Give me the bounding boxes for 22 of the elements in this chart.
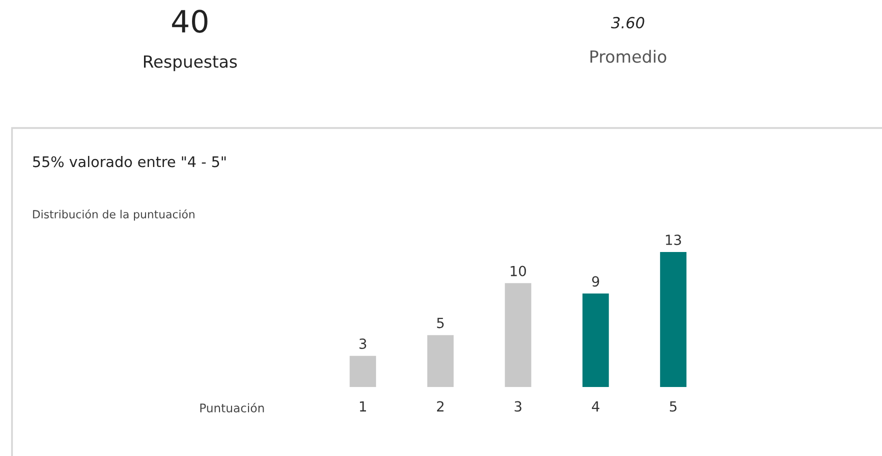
text: Promedio [590,50,666,63]
text: 55% valorado entre "4 - 5" [33,156,226,168]
bar [350,356,376,387]
x-tick-label: 4 [592,401,600,412]
bar [582,294,609,387]
data-label: 9 [592,276,600,287]
bar [504,283,532,387]
x-tick-label: 5 [670,401,676,412]
x-tick-label: 3 [514,401,522,412]
x-tick-label: 2 [437,401,444,412]
x-tick-label: 1 [360,401,366,412]
bar [427,335,454,387]
data-label: 10 [510,266,526,276]
text: 40 [172,10,208,33]
text: Distribución de la puntuación [33,209,194,221]
data-label: 3 [360,338,366,349]
data-label: 5 [437,318,444,328]
text: Puntuación [200,402,264,412]
data-label: 13 [666,234,681,246]
text: Respuestas [144,55,237,72]
bar [660,252,686,387]
text: 3.60 [611,16,644,28]
